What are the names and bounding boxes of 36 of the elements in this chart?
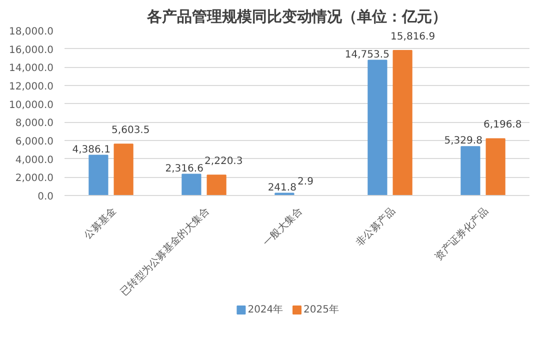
data-label: 5,603.5 — [112, 125, 150, 136]
y-tick-label: 6,000.0 — [15, 136, 54, 148]
data-label: 6,196.8 — [484, 120, 522, 131]
data-label: 2,220.3 — [204, 156, 243, 168]
y-tick-label: 14,000.0 — [8, 63, 54, 74]
data-label: 241.8 — [268, 182, 296, 194]
x-tick-label: 公募基金 — [82, 204, 119, 242]
data-label: 2,316.6 — [165, 163, 204, 174]
y-tick-label: 4,000.0 — [15, 154, 54, 166]
y-tick-label: 8,000.0 — [15, 118, 54, 130]
bar — [486, 138, 506, 196]
y-tick-label: 16,000.0 — [8, 44, 54, 56]
bar — [392, 50, 412, 196]
y-tick-label: 0.0 — [38, 192, 54, 202]
y-tick-label: 10,000.0 — [8, 100, 54, 111]
bar — [460, 146, 480, 196]
x-tick-label: 已转型为公募基金的大集合 — [118, 204, 212, 298]
data-label: 14,753.5 — [344, 49, 390, 60]
x-tick-label: 一般大集合 — [260, 204, 305, 249]
data-label: 5,329.8 — [444, 136, 482, 147]
data-label: 4,386.1 — [72, 144, 110, 156]
bar — [114, 144, 134, 196]
y-tick-label: 2,000.0 — [15, 173, 54, 184]
data-label: 15,816.9 — [390, 32, 436, 43]
bar — [206, 174, 226, 196]
y-tick-label: 12,000.0 — [8, 82, 54, 92]
x-tick-label: 资产证券化产品 — [432, 204, 491, 263]
data-label: 2.9 — [298, 176, 314, 188]
chart-title: 各产品管理规模同比变动情况（单位：亿元） — [146, 8, 447, 26]
x-tick-label: 非公募产品 — [354, 204, 398, 249]
bar — [182, 174, 202, 196]
bar — [88, 154, 108, 196]
bar — [368, 60, 388, 196]
y-tick-label: 18,000.0 — [8, 26, 54, 38]
legend-label: 2024年 — [248, 304, 284, 316]
legend-label: 2025年 — [304, 304, 339, 316]
